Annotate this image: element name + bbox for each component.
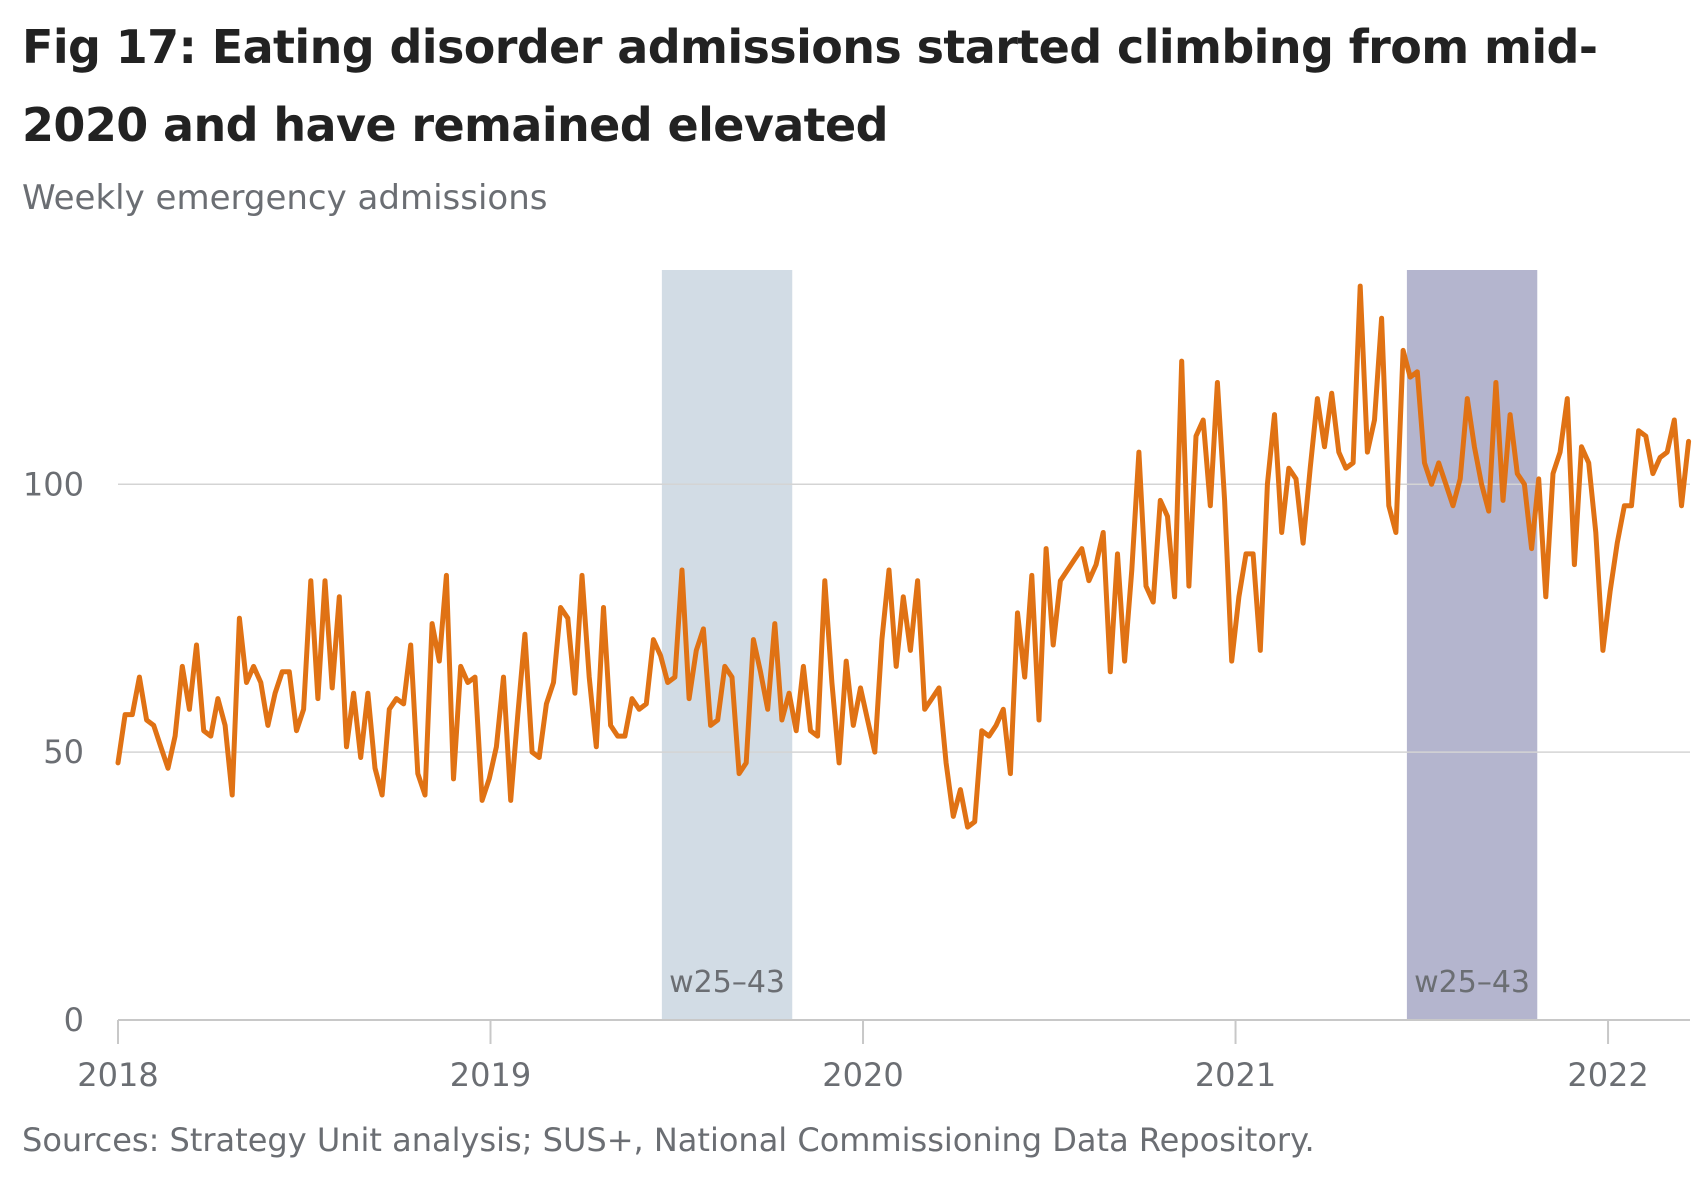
gridlines [118,483,1690,753]
band-labels: w25–43 w25–43 [669,965,1530,1000]
x-tick-label-2019: 2019 [450,1056,531,1094]
highlight-bands [661,270,1538,1020]
chart-subtitle: Weekly emergency admissions [22,178,548,218]
highlight-band-2019 [661,270,793,1020]
chart-title: Fig 17: Eating disorder admissions start… [22,20,1598,152]
x-tick-label-2020: 2020 [822,1056,903,1094]
x-tick-label-2018: 2018 [77,1056,158,1094]
source-note: Sources: Strategy Unit analysis; SUS+, N… [22,1121,1315,1159]
series-line-0 [115,283,1692,830]
band-label-2021: w25–43 [1414,965,1530,1000]
x-tick-label-2022: 2022 [1567,1056,1648,1094]
y-tick-label-0: 0 [64,1001,84,1039]
band-label-2019: w25–43 [669,965,785,1000]
y-tick-label-50: 50 [43,733,84,771]
x-axis: 2018 2019 2020 2021 2022 [77,1019,1690,1094]
series-lines [115,283,1692,830]
y-tick-label-100: 100 [23,465,84,503]
y-axis: 0 50 100 [23,465,84,1039]
x-tick-label-2021: 2021 [1195,1056,1276,1094]
highlight-band-2021 [1406,270,1538,1020]
